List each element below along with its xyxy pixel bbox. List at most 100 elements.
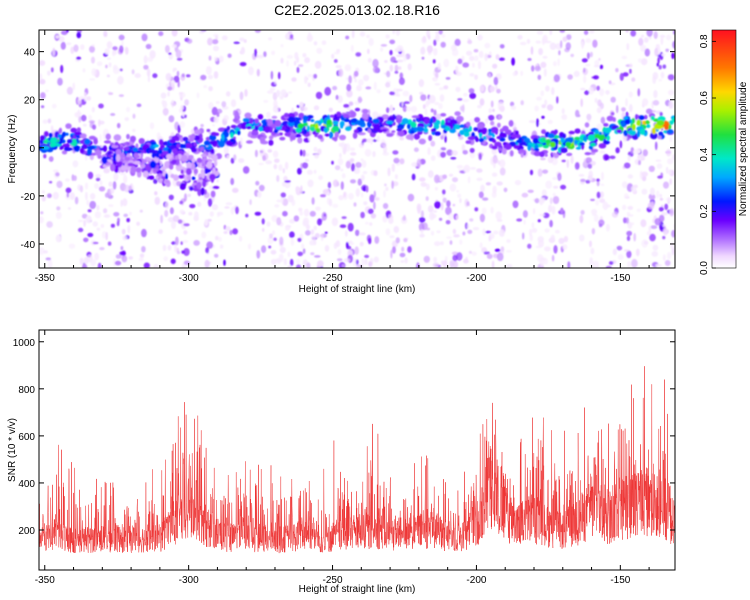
noise-blob bbox=[547, 156, 554, 164]
ridge-blob bbox=[410, 130, 415, 134]
ridge-blob bbox=[242, 117, 250, 123]
noise-blob bbox=[666, 148, 672, 157]
noise-blob bbox=[274, 204, 280, 208]
ridge-blob bbox=[646, 124, 651, 128]
noise-blob bbox=[89, 78, 96, 81]
x-tick-label: -200 bbox=[466, 575, 486, 586]
noise-blob bbox=[170, 258, 176, 265]
noise-blob bbox=[370, 137, 373, 145]
noise-blob bbox=[128, 256, 133, 260]
noise-blob bbox=[216, 179, 219, 183]
noise-blob bbox=[276, 199, 282, 203]
noise-blob bbox=[605, 90, 610, 95]
noise-blob bbox=[541, 37, 546, 45]
noise-blob bbox=[420, 229, 424, 234]
ridge-blob bbox=[553, 153, 559, 159]
ridge-blob bbox=[651, 127, 656, 135]
noise-blob bbox=[239, 235, 243, 242]
noise-blob bbox=[344, 230, 348, 237]
noise-blob bbox=[233, 154, 237, 161]
y-tick-label: 0 bbox=[29, 144, 35, 155]
noise-blob bbox=[631, 258, 638, 268]
noise-blob bbox=[334, 165, 341, 171]
noise-blob bbox=[296, 56, 300, 63]
branch-blob bbox=[148, 175, 155, 180]
noise-blob bbox=[167, 86, 173, 91]
noise-blob bbox=[567, 261, 571, 268]
noise-blob bbox=[485, 230, 492, 234]
noise-blob bbox=[432, 265, 439, 268]
branch-blob bbox=[157, 173, 163, 178]
noise-blob bbox=[589, 30, 595, 34]
noise-blob bbox=[434, 201, 441, 209]
noise-blob bbox=[369, 194, 375, 203]
noise-blob bbox=[289, 258, 294, 267]
noise-blob bbox=[538, 48, 543, 56]
noise-blob bbox=[147, 75, 151, 83]
noise-blob bbox=[337, 95, 343, 103]
noise-blob bbox=[654, 141, 658, 151]
noise-blob bbox=[107, 241, 112, 246]
ridge-blob bbox=[244, 112, 252, 119]
noise-blob bbox=[47, 70, 51, 76]
noise-blob bbox=[223, 231, 228, 234]
ridge-blob bbox=[542, 144, 549, 149]
noise-blob bbox=[66, 86, 73, 95]
noise-blob bbox=[641, 175, 647, 182]
noise-blob bbox=[305, 158, 309, 162]
ridge-blob bbox=[560, 137, 565, 144]
ridge-blob bbox=[246, 125, 252, 130]
noise-blob bbox=[536, 96, 542, 101]
noise-blob bbox=[310, 235, 317, 241]
ridge-blob bbox=[628, 129, 636, 136]
noise-blob bbox=[640, 44, 647, 52]
ridge-blob bbox=[297, 123, 304, 129]
noise-blob bbox=[167, 245, 172, 251]
ridge-blob bbox=[465, 140, 472, 145]
noise-blob bbox=[119, 172, 127, 176]
noise-blob bbox=[472, 227, 480, 231]
ridge-blob bbox=[494, 141, 502, 147]
noise-blob bbox=[278, 253, 284, 263]
noise-blob bbox=[350, 44, 354, 53]
noise-blob bbox=[436, 230, 441, 234]
noise-blob bbox=[386, 107, 390, 113]
noise-blob bbox=[365, 185, 369, 193]
noise-blob bbox=[255, 180, 260, 186]
noise-blob bbox=[420, 182, 427, 187]
noise-blob bbox=[419, 91, 424, 95]
noise-blob bbox=[542, 55, 548, 59]
noise-blob bbox=[649, 187, 655, 196]
noise-blob bbox=[483, 251, 490, 255]
noise-blob bbox=[527, 58, 532, 61]
noise-blob bbox=[168, 194, 174, 201]
noise-blob bbox=[641, 58, 648, 66]
noise-blob bbox=[80, 44, 85, 50]
noise-blob bbox=[394, 174, 398, 180]
noise-blob bbox=[586, 52, 590, 60]
noise-blob bbox=[652, 244, 659, 251]
noise-blob bbox=[391, 163, 395, 172]
ridge-blob bbox=[79, 147, 85, 154]
noise-blob bbox=[455, 86, 461, 93]
noise-blob bbox=[116, 122, 121, 129]
noise-blob bbox=[434, 83, 441, 86]
noise-blob bbox=[274, 80, 277, 85]
noise-blob bbox=[670, 242, 674, 250]
noise-blob bbox=[657, 57, 660, 64]
noise-blob bbox=[72, 82, 76, 91]
noise-blob bbox=[205, 66, 212, 75]
noise-blob bbox=[94, 252, 100, 261]
ridge-blob bbox=[631, 123, 636, 131]
noise-blob bbox=[341, 141, 345, 150]
noise-blob bbox=[425, 183, 430, 191]
branch-blob bbox=[204, 168, 212, 173]
ridge-blob bbox=[440, 113, 447, 117]
noise-blob bbox=[103, 208, 108, 214]
noise-blob bbox=[86, 199, 89, 206]
ridge-blob bbox=[547, 133, 555, 139]
noise-blob bbox=[601, 171, 604, 181]
noise-blob bbox=[404, 257, 408, 264]
noise-blob bbox=[261, 245, 267, 254]
ridge-blob bbox=[395, 117, 403, 124]
